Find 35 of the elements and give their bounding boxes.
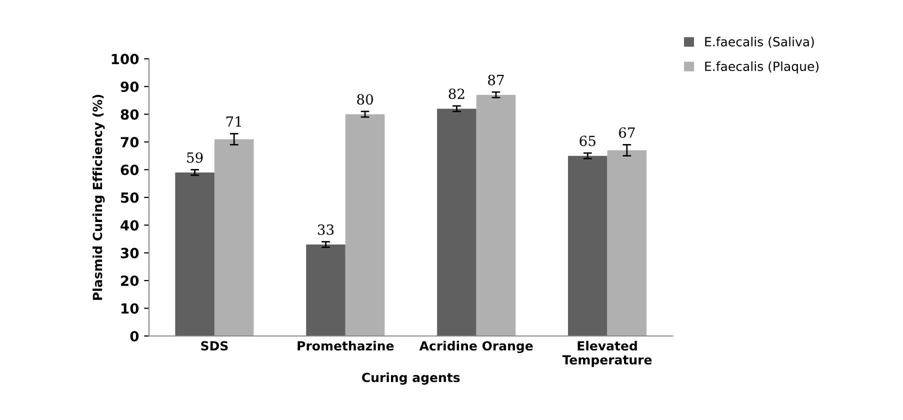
x-tick-label: Elevated Temperature: [562, 340, 652, 367]
bar: [607, 150, 647, 336]
data-label: 33: [318, 224, 334, 235]
bar: [306, 244, 346, 336]
y-tick-label: 90: [120, 81, 139, 92]
bar: [345, 114, 385, 336]
legend-label: E.faecalis (Plaque): [705, 61, 818, 74]
y-tick-label: 10: [122, 303, 139, 314]
y-tick-label: 60: [120, 164, 139, 176]
x-axis-title: Curing agents: [362, 372, 460, 385]
legend-label: E.faecalis (Saliva): [705, 36, 814, 48]
data-label: 80: [357, 94, 373, 105]
y-tick-label: 0: [130, 330, 139, 342]
y-tick-label: 70: [120, 136, 139, 148]
data-label: 87: [488, 74, 504, 86]
y-axis-title: Plasmid Curing Efficiency (%): [92, 94, 105, 300]
y-tick-label: 30: [120, 248, 139, 258]
y-tick-label: 80: [120, 109, 139, 120]
x-tick-label: SDS: [201, 341, 228, 351]
bar: [437, 108, 476, 336]
data-label: 82: [448, 88, 464, 100]
data-label: 65: [580, 136, 596, 146]
x-tick-label: Acridine Orange: [419, 340, 533, 354]
y-tick-label: 100: [112, 54, 139, 64]
data-label: 67: [619, 127, 635, 138]
bar: [214, 139, 254, 336]
data-label: 71: [226, 116, 241, 127]
y-tick-label: 40: [120, 220, 139, 231]
bar: [568, 156, 608, 336]
y-tick-label: 20: [121, 276, 139, 286]
data-label: 59: [187, 152, 203, 163]
bar: [476, 94, 516, 336]
y-tick-label: 50: [121, 192, 139, 203]
bar: [175, 172, 214, 336]
x-tick-label: Promethazine: [298, 340, 394, 351]
